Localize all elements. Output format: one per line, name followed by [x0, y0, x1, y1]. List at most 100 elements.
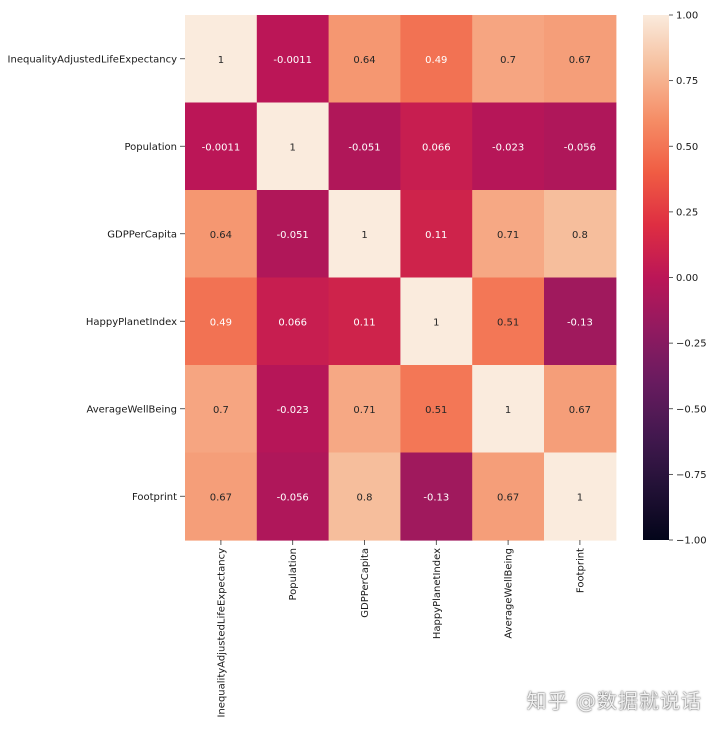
- heatmap-cell-r3-c2: [328, 277, 401, 366]
- cell-annotation-r0-c3: 0.49: [425, 55, 447, 66]
- x-tick-label: Population: [288, 548, 299, 601]
- heatmap-cell-r1-c0: [185, 102, 258, 191]
- cell-annotation-r0-c0: 1: [218, 55, 224, 66]
- cell-annotation-r0-c2: 0.64: [353, 55, 375, 66]
- cell-annotation-r0-c1: -0.0011: [273, 55, 312, 66]
- heatmap-cells: [185, 15, 617, 541]
- heatmap-cell-r0-c0: [185, 15, 258, 104]
- cell-annotation-r3-c0: 0.49: [210, 317, 232, 328]
- heatmap-cell-r5-c5: [544, 452, 617, 541]
- cell-annotation-r2-c3: 0.11: [425, 230, 447, 241]
- colorbar-tick-label: 1.00: [676, 11, 698, 22]
- heatmap-cell-r1-c4: [472, 102, 545, 191]
- heatmap-cell-r5-c1: [256, 452, 330, 541]
- heatmap-annotations: 1 -0.0011 0.64 0.49 0.7 0.67 -0.0011 1 -0.051 0.0…: [202, 55, 596, 504]
- heatmap-cell-r0-c3: [400, 15, 473, 104]
- y-tick-label: InequalityAdjustedLifeExpectancy: [8, 54, 178, 65]
- heatmap-cell-r1-c5: [544, 102, 617, 191]
- heatmap-cell-r2-c2: [328, 190, 401, 279]
- colorbar-tick-label: −0.75: [676, 470, 707, 481]
- heatmap-cell-r0-c2: [328, 15, 401, 104]
- heatmap-cell-r1-c3: [400, 102, 473, 191]
- cell-annotation-r4-c4: 1: [505, 405, 511, 416]
- y-axis-tick-labels: InequalityAdjustedLifeExpectancy Populati…: [8, 54, 185, 503]
- heatmap-cell-r4-c1: [256, 365, 330, 454]
- watermark-text: 知乎 @数据就说话: [526, 689, 702, 713]
- x-tick-label: GDPPerCapita: [360, 548, 371, 618]
- y-tick-label: Population: [124, 142, 177, 153]
- cell-annotation-r1-c3: 0.066: [422, 142, 451, 153]
- colorbar-tick-label: −0.50: [676, 404, 707, 415]
- cell-annotation-r2-c2: 1: [361, 230, 367, 241]
- heatmap-cell-r2-c3: [400, 190, 473, 279]
- heatmap-cell-r5-c0: [185, 452, 258, 541]
- cell-annotation-r1-c4: -0.023: [492, 142, 524, 153]
- heatmap-cell-r4-c2: [328, 365, 401, 454]
- x-tick-label: InequalityAdjustedLifeExpectancy: [216, 548, 227, 718]
- heatmap-cell-r4-c0: [185, 365, 258, 454]
- heatmap-cell-r1-c1: [256, 102, 330, 191]
- heatmap-cell-r3-c0: [185, 277, 258, 366]
- heatmap-cell-r0-c1: [256, 15, 330, 104]
- x-tick-label: AverageWellBeing: [504, 548, 515, 639]
- cell-annotation-r2-c4: 0.71: [497, 230, 519, 241]
- heatmap-cell-r4-c5: [544, 365, 617, 454]
- heatmap-cell-r3-c1: [256, 277, 330, 366]
- heatmap-cell-r5-c2: [328, 452, 401, 541]
- x-axis-tick-labels: InequalityAdjustedLifeExpectancy Populati…: [216, 540, 586, 717]
- cell-annotation-r3-c2: 0.11: [353, 317, 375, 328]
- heatmap-cell-r2-c5: [544, 190, 617, 279]
- heatmap-cell-r5-c4: [472, 452, 545, 541]
- cell-annotation-r0-c4: 0.7: [500, 55, 516, 66]
- y-tick-label: Footprint: [132, 492, 177, 503]
- cell-annotation-r1-c5: -0.056: [564, 142, 596, 153]
- cell-annotation-r1-c1: 1: [290, 142, 296, 153]
- cell-annotation-r5-c5: 1: [577, 492, 583, 503]
- cell-annotation-r0-c5: 0.67: [569, 55, 591, 66]
- cell-annotation-r2-c0: 0.64: [210, 230, 232, 241]
- heatmap-cell-r4-c3: [400, 365, 473, 454]
- cell-annotation-r5-c2: 0.8: [357, 492, 373, 503]
- heatmap-cell-r0-c4: [472, 15, 545, 104]
- cell-annotation-r4-c0: 0.7: [213, 405, 229, 416]
- heatmap-cell-r2-c0: [185, 190, 258, 279]
- colorbar-tick-label: 0.50: [676, 142, 698, 153]
- heatmap-cell-r3-c4: [472, 277, 545, 366]
- cell-annotation-r3-c4: 0.51: [497, 317, 519, 328]
- y-tick-label: HappyPlanetIndex: [86, 317, 177, 328]
- x-tick-label: HappyPlanetIndex: [432, 548, 443, 639]
- cell-annotation-r3-c3: 1: [433, 317, 439, 328]
- cell-annotation-r4-c1: -0.023: [277, 405, 309, 416]
- cell-annotation-r5-c3: -0.13: [423, 492, 449, 503]
- heatmap-cell-r3-c3: [400, 277, 473, 366]
- cell-annotation-r5-c0: 0.67: [210, 492, 232, 503]
- heatmap-cell-r0-c5: [544, 15, 617, 104]
- heatmap-cell-r3-c5: [544, 277, 617, 366]
- cell-annotation-r1-c0: -0.0011: [202, 142, 241, 153]
- y-tick-label: AverageWellBeing: [86, 404, 177, 415]
- cell-annotation-r1-c2: -0.051: [348, 142, 380, 153]
- colorbar-tick-label: 0.25: [676, 207, 698, 218]
- cell-annotation-r5-c4: 0.67: [497, 492, 519, 503]
- cell-annotation-r5-c1: -0.056: [277, 492, 309, 503]
- cell-annotation-r3-c1: 0.066: [278, 317, 307, 328]
- heatmap-cell-r4-c4: [472, 365, 545, 454]
- cell-annotation-r2-c1: -0.051: [277, 230, 309, 241]
- y-tick-label: GDPPerCapita: [107, 229, 177, 240]
- colorbar: 1.00 0.75 0.50 0.25 0.00 −0.25 −0.50 −0.75 −1.00: [643, 11, 707, 547]
- cell-annotation-r4-c3: 0.51: [425, 405, 447, 416]
- colorbar-tick-label: 0.00: [676, 273, 698, 284]
- heatmap-cell-r2-c1: [256, 190, 330, 279]
- x-tick-label: Footprint: [575, 548, 586, 593]
- heatmap-cell-r2-c4: [472, 190, 545, 279]
- colorbar-gradient: [643, 15, 669, 540]
- colorbar-tick-label: −0.25: [676, 339, 707, 350]
- cell-annotation-r3-c5: -0.13: [567, 317, 593, 328]
- colorbar-tick-label: 0.75: [676, 76, 698, 87]
- heatmap-cell-r1-c2: [328, 102, 401, 191]
- cell-annotation-r4-c5: 0.67: [569, 405, 591, 416]
- heatmap-cell-r5-c3: [400, 452, 473, 541]
- colorbar-tick-label: −1.00: [676, 536, 707, 547]
- cell-annotation-r2-c5: 0.8: [572, 230, 588, 241]
